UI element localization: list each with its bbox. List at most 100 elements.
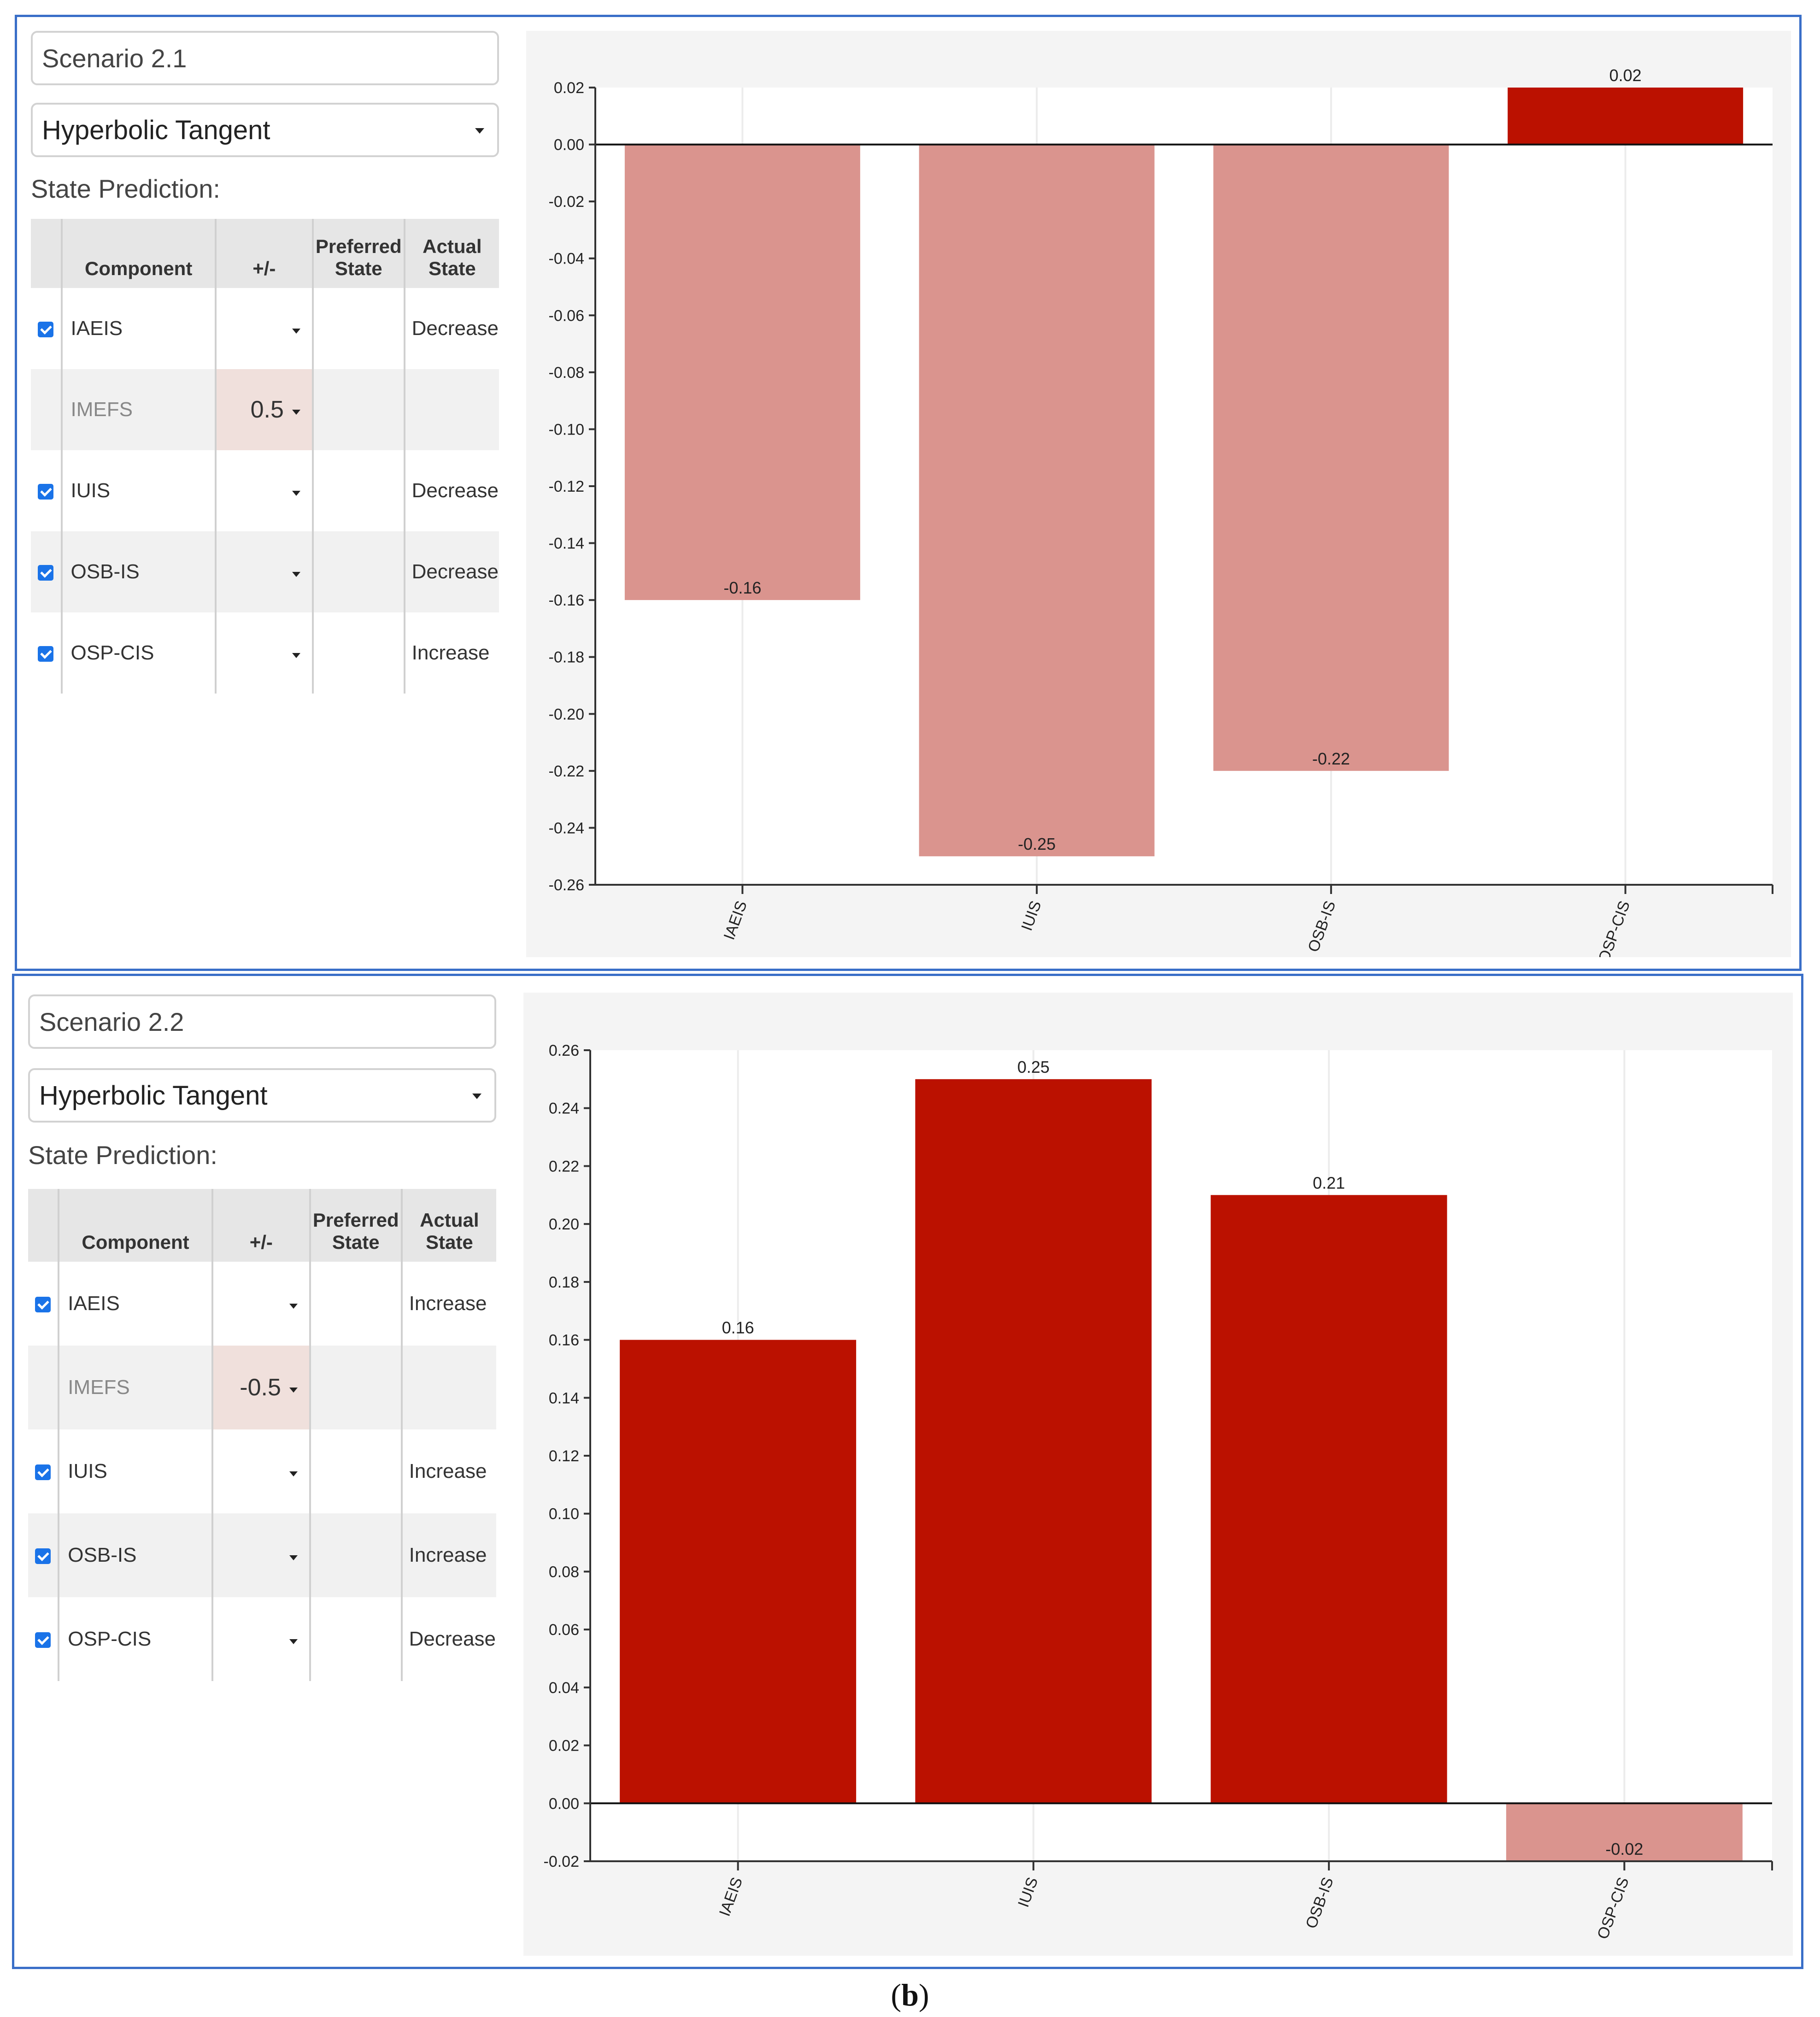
plus-minus-select[interactable] [211, 1429, 310, 1513]
actual-state: Decrease [403, 450, 499, 531]
component-checkbox[interactable] [38, 322, 54, 338]
dropdown-caret-icon [289, 1639, 298, 1644]
component-checkbox[interactable] [35, 1548, 51, 1564]
y-tick-label: -0.08 [549, 364, 585, 382]
table-row: IUIS Decrease [31, 450, 499, 531]
table-row: IUIS Increase [28, 1429, 496, 1513]
plus-minus-select[interactable]: 0.5 [214, 369, 313, 450]
scenario-name-text: Scenario 2.1 [42, 43, 187, 73]
state-prediction-table: Component +/- Preferred State Actual State… [28, 1189, 496, 1681]
y-tick-label: -0.06 [549, 307, 585, 324]
x-tick-label: IAEIS [716, 1875, 746, 1919]
header-component: Component [58, 1189, 212, 1262]
plus-minus-select[interactable] [211, 1597, 310, 1681]
preferred-state [309, 1597, 402, 1681]
component-checkbox[interactable] [38, 565, 54, 581]
dropdown-caret-icon [289, 1555, 298, 1560]
scenario-name-input[interactable]: Scenario 2.2 [28, 994, 496, 1049]
component-checkbox[interactable] [35, 1632, 51, 1648]
table-row: OSB-IS Increase [28, 1513, 496, 1597]
scenario-panel-1: Scenario 2.1 Hyperbolic Tangent State Pr… [15, 15, 1802, 971]
data-label: 0.02 [1609, 66, 1642, 85]
table-row: OSB-IS Decrease [31, 531, 499, 612]
header-preferred-state: Preferred State [311, 219, 405, 288]
plus-minus-select[interactable] [211, 1262, 310, 1346]
preferred-state [311, 288, 405, 369]
header-checkbox-col [31, 219, 62, 288]
table-row: IMEFS -0.5 [28, 1346, 496, 1429]
activation-function-value: Hyperbolic Tangent [39, 1080, 268, 1111]
y-tick-label: -0.02 [549, 193, 585, 211]
state-prediction-label: State Prediction: [28, 1141, 217, 1170]
component-name: IMEFS [58, 1346, 212, 1429]
plus-minus-select[interactable] [211, 1513, 310, 1597]
x-tick-label: IUIS [1018, 899, 1045, 933]
dropdown-caret-icon [289, 1303, 298, 1309]
y-tick-label: 0.24 [549, 1100, 579, 1117]
x-tick-label: OSB-IS [1303, 1875, 1337, 1931]
header-preferred-state: Preferred State [309, 1189, 402, 1262]
data-label: -0.02 [1605, 1840, 1643, 1858]
y-tick-label: 0.18 [549, 1274, 579, 1291]
x-tick-label: OSP-CIS [1594, 1875, 1632, 1941]
preferred-state [311, 612, 405, 694]
table-row: IAEIS Decrease [31, 288, 499, 369]
x-tick-label: OSB-IS [1304, 899, 1339, 954]
preferred-state [311, 450, 405, 531]
plus-minus-select[interactable]: -0.5 [211, 1346, 310, 1429]
preferred-state [309, 1262, 402, 1346]
component-checkbox[interactable] [38, 484, 54, 500]
y-tick-label: -0.14 [549, 535, 585, 553]
activation-function-select[interactable]: Hyperbolic Tangent [31, 103, 499, 157]
component-name: IUIS [58, 1429, 212, 1513]
plus-minus-select[interactable] [214, 612, 313, 694]
data-label: 0.25 [1017, 1058, 1050, 1076]
table-row: IMEFS 0.5 [31, 369, 499, 450]
component-name: OSB-IS [60, 531, 216, 612]
bar-osb-is [1213, 144, 1449, 771]
y-tick-label: 0.04 [549, 1679, 579, 1697]
bar-iuis [919, 144, 1155, 857]
preferred-state [309, 1346, 402, 1429]
actual-state: Increase [400, 1262, 496, 1346]
data-label: -0.16 [723, 578, 761, 597]
header-plus-minus: +/- [214, 219, 313, 288]
y-tick-label: -0.12 [549, 478, 585, 495]
bar-iaeis [624, 144, 860, 600]
component-checkbox[interactable] [38, 646, 54, 662]
plus-minus-select[interactable] [214, 450, 313, 531]
component-name: OSB-IS [58, 1513, 212, 1597]
plus-minus-select[interactable] [214, 531, 313, 612]
actual-state: Increase [400, 1513, 496, 1597]
x-tick-label: IUIS [1015, 1875, 1041, 1910]
scenario-name-input[interactable]: Scenario 2.1 [31, 31, 499, 85]
y-tick-label: 0.26 [549, 1042, 579, 1059]
dropdown-caret-icon [289, 1471, 298, 1476]
bar-iuis [915, 1079, 1152, 1804]
actual-state: Decrease [400, 1597, 496, 1681]
dropdown-caret-icon [292, 409, 300, 415]
preferred-state [309, 1429, 402, 1513]
activation-function-select[interactable]: Hyperbolic Tangent [28, 1068, 496, 1123]
table-row: OSP-CIS Increase [31, 612, 499, 694]
dropdown-caret-icon [292, 328, 300, 334]
component-checkbox[interactable] [35, 1464, 51, 1481]
y-tick-label: 0.12 [549, 1447, 579, 1465]
y-tick-label: -0.10 [549, 421, 585, 438]
component-name: IAEIS [58, 1262, 212, 1346]
plus-minus-select[interactable] [214, 288, 313, 369]
preferred-state [309, 1513, 402, 1597]
data-label: 0.21 [1313, 1173, 1345, 1192]
activation-function-value: Hyperbolic Tangent [42, 115, 270, 145]
y-tick-label: -0.20 [549, 706, 585, 723]
component-checkbox[interactable] [35, 1297, 51, 1313]
figure-caption: (b) [891, 1977, 929, 2012]
actual-state: Increase [403, 612, 499, 694]
y-tick-label: 0.10 [549, 1505, 579, 1523]
y-tick-label: 0.22 [549, 1158, 579, 1175]
data-label: 0.16 [722, 1318, 754, 1337]
header-component: Component [60, 219, 216, 288]
dropdown-caret-icon [292, 571, 300, 577]
table-row: OSP-CIS Decrease [28, 1597, 496, 1681]
y-tick-label: -0.24 [549, 819, 585, 837]
